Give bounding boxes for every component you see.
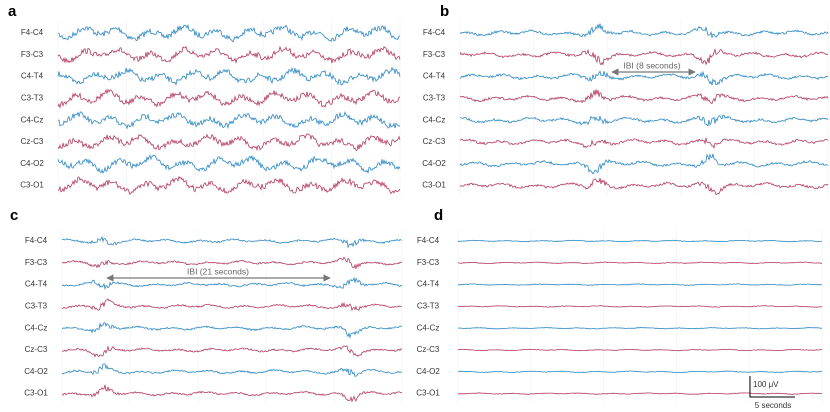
eeg-trace [457,348,823,352]
ibi-annotation: IBI (8 seconds) [623,60,680,70]
scale-amplitude: 100 μV [753,380,779,389]
eeg-trace [61,322,403,339]
channel-label: F4-C4 [417,236,440,245]
eeg-trace [61,384,403,403]
channel-label: C4-O2 [24,367,48,376]
scale-time: 5 seconds [755,401,791,410]
eeg-trace [459,137,829,149]
channel-label: C4-T4 [417,280,440,289]
eeg-trace [459,153,829,175]
channel-label: Cz-C3 [423,137,446,146]
channel-label: Cz-C3 [417,345,440,354]
channel-label: F4-C4 [25,236,48,245]
channel-label: C4-T4 [423,72,446,81]
channel-label: C3-O1 [422,181,446,190]
channel-label: Cz-C3 [25,345,48,354]
channel-label: F4-C4 [21,28,44,37]
eeg-trace [457,283,823,286]
channel-label: C3-O1 [24,389,48,398]
eeg-trace [457,370,823,374]
channel-label: C3-T3 [25,302,48,311]
eeg-trace [459,70,829,86]
eeg-trace [57,24,401,43]
channel-label: F3-C3 [21,50,44,59]
channel-label: C4-O2 [422,159,446,168]
channel-label: C3-O1 [416,389,440,398]
channel-label: C4-O2 [20,159,44,168]
scale-bar [749,376,795,398]
eeg-trace [459,48,829,66]
channel-label: F3-C3 [25,258,48,267]
channel-label: F3-C3 [417,258,440,267]
channel-label: C4-Cz [423,115,446,124]
eeg-trace [459,23,829,38]
eeg-trace [57,154,401,175]
eeg-trace [61,363,403,377]
channel-label: C4-O2 [416,367,440,376]
panel-label: a [8,3,17,20]
eeg-trace [57,110,401,130]
eeg-trace [457,305,823,308]
eeg-trace [459,114,829,127]
eeg-trace [457,392,823,395]
eeg-trace [61,345,403,358]
eeg-trace [457,261,822,265]
eeg-trace [457,326,822,330]
channel-label: F3-C3 [423,50,446,59]
channel-label: C3-T3 [423,94,446,103]
channel-label: C3-T3 [21,94,44,103]
eeg-trace [457,239,823,243]
eeg-trace [459,89,829,105]
eeg-trace [61,276,403,291]
eeg-trace [61,298,403,312]
channel-label: F4-C4 [423,28,446,37]
eeg-trace [57,133,401,152]
eeg-trace [57,175,401,196]
eeg-trace [61,256,403,269]
eeg-trace [61,235,403,249]
channel-label: C4-T4 [25,280,48,289]
eeg-trace [57,45,401,65]
panel-label: d [434,207,443,224]
eeg-trace [57,88,400,109]
eeg-trace [459,177,829,196]
panel-label: c [10,207,18,224]
channel-label: C4-Cz [25,323,48,332]
panel-label: b [440,3,449,20]
channel-label: C4-T4 [21,72,44,81]
channel-label: Cz-C3 [21,137,44,146]
channel-label: C3-T3 [417,302,440,311]
channel-label: C4-Cz [417,323,440,332]
channel-label: C3-O1 [20,181,44,190]
ibi-annotation: IBI (21 seconds) [187,266,249,276]
channel-label: C4-Cz [21,115,44,124]
eeg-trace [57,66,401,86]
